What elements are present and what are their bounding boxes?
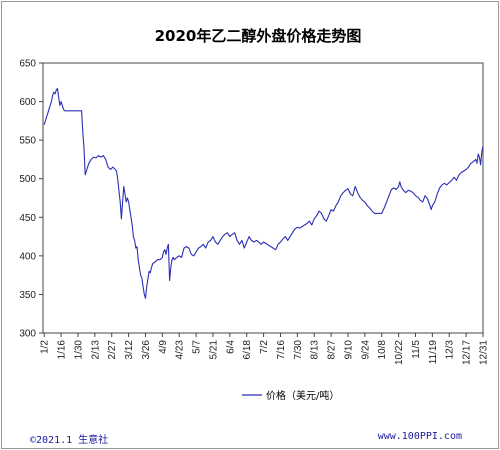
plot-area-border: [42, 62, 484, 334]
x-tick-label: 7/30: [293, 340, 304, 360]
x-tick-label: 6/4: [225, 340, 236, 354]
series-line-0: [43, 87, 484, 299]
x-tick-label: 6/18: [242, 340, 253, 360]
x-tick-label: 8/13: [310, 340, 321, 360]
x-tick-label: 10/8: [377, 340, 388, 360]
y-tick-label: 300: [19, 329, 36, 340]
series-layer: [43, 87, 484, 299]
x-tick-label: 10/22: [394, 340, 405, 365]
y-tick-label: 500: [19, 174, 36, 185]
x-tick-label: 2/27: [107, 340, 118, 360]
y-tick-label: 400: [19, 251, 36, 262]
y-axis-ticks: 300 350 400 450 500 550 600 650: [19, 59, 43, 340]
x-tick-label: 8/27: [327, 340, 338, 360]
x-tick-label: 1/16: [57, 340, 68, 360]
x-tick-label: 7/2: [259, 340, 270, 354]
x-tick-label: 4/23: [175, 340, 186, 360]
x-tick-label: 4/9: [158, 340, 169, 354]
y-tick-label: 450: [19, 213, 36, 224]
website-link[interactable]: www.100PPI.com: [377, 431, 462, 442]
x-tick-label: 12/3: [445, 340, 456, 360]
y-tick-label: 600: [19, 97, 36, 108]
legend: 价格（美元/吨）: [242, 389, 339, 402]
chart-title: 2020年乙二醇外盘价格走势图: [155, 27, 362, 45]
x-axis-ticks: 1/2 1/16 1/30 2/13 2/27 3/12 3/26 4/9 4/23 5/7 5/2…: [40, 333, 490, 365]
x-tick-label: 12/17: [462, 340, 473, 365]
y-tick-label: 350: [19, 290, 36, 301]
legend-label: 价格（美元/吨）: [266, 389, 339, 402]
x-tick-label: 5/21: [208, 340, 219, 360]
x-tick-label: 7/16: [276, 340, 287, 360]
x-tick-label: 11/19: [428, 340, 439, 365]
x-tick-label: 3/26: [141, 340, 152, 360]
x-tick-label: 9/24: [360, 340, 371, 360]
x-tick-label: 12/31: [479, 340, 490, 365]
x-tick-label: 11/5: [411, 340, 422, 359]
y-tick-label: 650: [19, 59, 36, 70]
axes: [42, 62, 484, 334]
x-tick-label: 5/7: [192, 340, 203, 354]
x-tick-label: 9/10: [343, 340, 354, 360]
copyright-text: ©2021.1 生意社: [30, 435, 109, 446]
x-tick-label: 1/2: [40, 340, 51, 354]
x-tick-label: 2/13: [90, 340, 101, 360]
x-tick-label: 3/12: [124, 340, 135, 360]
y-tick-label: 550: [19, 136, 36, 147]
x-tick-label: 1/30: [73, 340, 84, 360]
